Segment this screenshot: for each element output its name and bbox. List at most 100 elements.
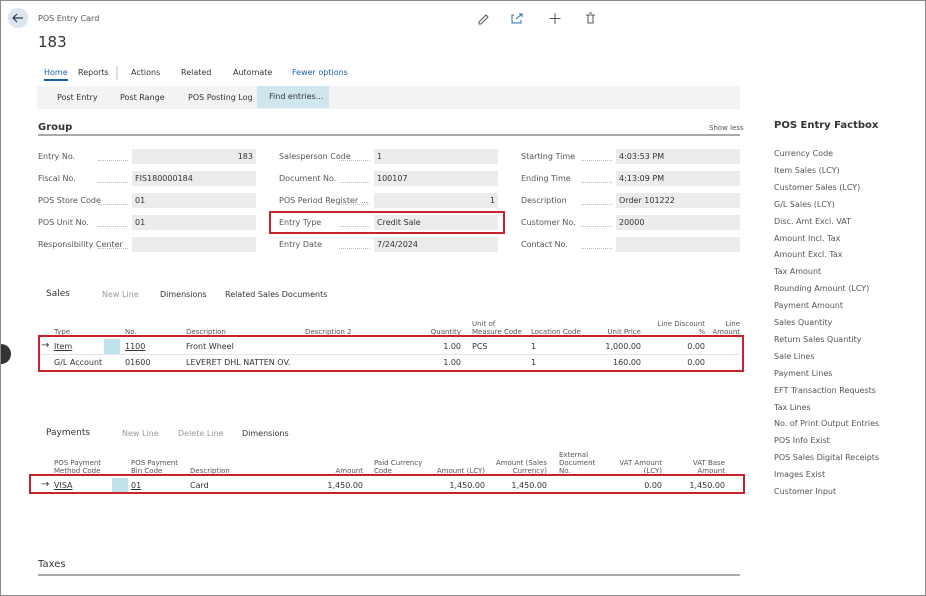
field-value[interactable]: Order 101222	[616, 193, 740, 208]
field-value[interactable]: 01	[132, 215, 256, 230]
field-value[interactable]: 4:03:53 PM	[616, 149, 740, 164]
share-icon[interactable]	[511, 13, 523, 24]
factbox-item[interactable]: No. of Print Output Entries	[774, 419, 880, 429]
action-button[interactable]: POS Posting Log	[188, 93, 253, 102]
cell[interactable]: 0.00	[687, 342, 705, 351]
field-value[interactable]: 7/24/2024	[374, 237, 498, 252]
action-button[interactable]: Post Range	[120, 93, 165, 102]
cell[interactable]: 1,450.00	[327, 481, 363, 490]
cell[interactable]: 1.00	[443, 358, 461, 367]
cell[interactable]: Front Wheel	[186, 342, 234, 351]
toggle[interactable]: Show less	[709, 124, 744, 132]
field-value[interactable]	[132, 237, 256, 252]
column-header: No.	[125, 328, 137, 336]
field-label: Contact No.	[521, 240, 568, 249]
field-label: Entry No.	[38, 152, 76, 161]
factbox-item[interactable]: Payment Lines	[774, 368, 833, 378]
tab[interactable]: Actions	[131, 68, 161, 77]
factbox-item[interactable]: Disc. Amt Excl. VAT	[774, 216, 852, 226]
factbox-item[interactable]: EFT Transaction Requests	[774, 385, 876, 395]
factbox-item[interactable]: Amount Excl. Tax	[774, 250, 843, 260]
field-value[interactable]: 1	[374, 193, 498, 208]
cell[interactable]: 1	[531, 342, 537, 351]
row-arrow: →	[41, 479, 50, 490]
factbox-item[interactable]: Rounding Amount (LCY)	[774, 284, 870, 294]
column-header: Line Discount %	[657, 320, 705, 336]
column-header: Quantity	[430, 328, 461, 336]
cell[interactable]: PCS	[472, 342, 488, 351]
field-label: Responsibility Center	[38, 240, 123, 249]
panel-action[interactable]: Delete Line	[178, 429, 224, 438]
cell[interactable]: 01600	[125, 358, 151, 367]
cell[interactable]: Item	[54, 342, 73, 351]
delete-icon[interactable]	[586, 12, 595, 24]
factbox-item[interactable]: Payment Amount	[774, 301, 844, 311]
edit-icon[interactable]	[478, 14, 489, 25]
cell[interactable]: 1100	[125, 342, 146, 351]
cell[interactable]: 0.00	[644, 481, 662, 490]
factbox-item[interactable]: POS Sales Digital Receipts	[774, 453, 880, 463]
field-value[interactable]: Credit Sale	[374, 215, 498, 230]
row-menu[interactable]	[104, 339, 120, 354]
field-value[interactable]: FIS180000184	[132, 171, 256, 186]
factbox-item[interactable]: Tax Lines	[774, 402, 811, 412]
factbox-item[interactable]: POS Info Exist	[774, 436, 830, 446]
factbox-item[interactable]: Return Sales Quantity	[774, 334, 862, 344]
field-value[interactable]	[616, 237, 740, 252]
cell[interactable]: 1,450.00	[449, 481, 485, 490]
tab[interactable]: Related	[181, 68, 212, 77]
factbox-item[interactable]: Customer Input	[774, 487, 837, 496]
tab[interactable]: Reports	[78, 68, 109, 77]
panel-action[interactable]: New Line	[102, 290, 139, 299]
cell[interactable]: Card	[190, 481, 209, 490]
field-dots	[98, 196, 128, 205]
tab[interactable]: Fewer options	[292, 68, 348, 77]
column-header: Amount (Sales Currency)	[495, 459, 547, 475]
field-value[interactable]: 20000	[616, 215, 740, 230]
cell[interactable]: 0.00	[687, 358, 705, 367]
column-header: Unit Price	[607, 328, 641, 336]
cell[interactable]: 1,450.00	[689, 481, 725, 490]
cell[interactable]: 1,000.00	[605, 342, 641, 351]
panel-action[interactable]: Dimensions	[160, 290, 207, 299]
factbox-item[interactable]: Sales Quantity	[774, 318, 833, 327]
cell[interactable]: LEVERET DHL NATTEN OV.	[186, 358, 291, 367]
factbox-item[interactable]: Images Exist	[774, 470, 826, 480]
row-menu[interactable]	[112, 478, 128, 493]
cell[interactable]: 1	[531, 358, 537, 367]
action-button[interactable]: Post Entry	[57, 93, 98, 102]
field-value[interactable]: 183	[132, 149, 256, 164]
panel-action[interactable]: New Line	[122, 429, 159, 438]
factbox-item[interactable]: Sale Lines	[774, 351, 815, 361]
cell[interactable]: 1,450.00	[511, 481, 547, 490]
field-label: POS Unit No.	[38, 218, 89, 227]
cell[interactable]: 1.00	[443, 342, 461, 351]
factbox-item[interactable]: Customer Sales (LCY)	[774, 182, 861, 192]
field-label: POS Period Register ...	[279, 196, 369, 205]
column-header: Unit of Measure Code	[472, 320, 522, 336]
action-button[interactable]: Find entries...	[257, 86, 330, 108]
panel-action[interactable]: Related Sales Documents	[225, 290, 328, 299]
factbox-title: POS Entry Factbox	[774, 120, 879, 131]
field-value[interactable]: 01	[132, 193, 256, 208]
field-value[interactable]: 100107	[374, 171, 498, 186]
factbox-item[interactable]: Item Sales (LCY)	[774, 165, 840, 175]
factbox-item[interactable]: Currency Code	[774, 149, 834, 158]
panel-action[interactable]: Dimensions	[242, 429, 289, 438]
row-sep	[38, 354, 740, 355]
factbox-item[interactable]: Amount Incl. Tax	[774, 233, 841, 243]
field-value[interactable]: 4:13:09 PM	[616, 171, 740, 186]
new-icon[interactable]	[549, 13, 561, 24]
tab[interactable]: Automate	[233, 68, 273, 77]
section-title[interactable]: Taxes	[38, 559, 66, 570]
cell[interactable]: G/L Account	[54, 358, 103, 367]
cell[interactable]: 160.00	[613, 358, 641, 367]
field-value[interactable]: 1	[374, 149, 498, 164]
highlight	[29, 474, 745, 494]
field-label: Ending Time	[521, 174, 571, 183]
cell[interactable]: 01	[131, 481, 142, 490]
factbox-item[interactable]: G/L Sales (LCY)	[774, 199, 835, 209]
cell[interactable]: VISA	[54, 481, 73, 490]
factbox-item[interactable]: Tax Amount	[774, 267, 822, 277]
tab[interactable]: Home	[44, 68, 68, 81]
